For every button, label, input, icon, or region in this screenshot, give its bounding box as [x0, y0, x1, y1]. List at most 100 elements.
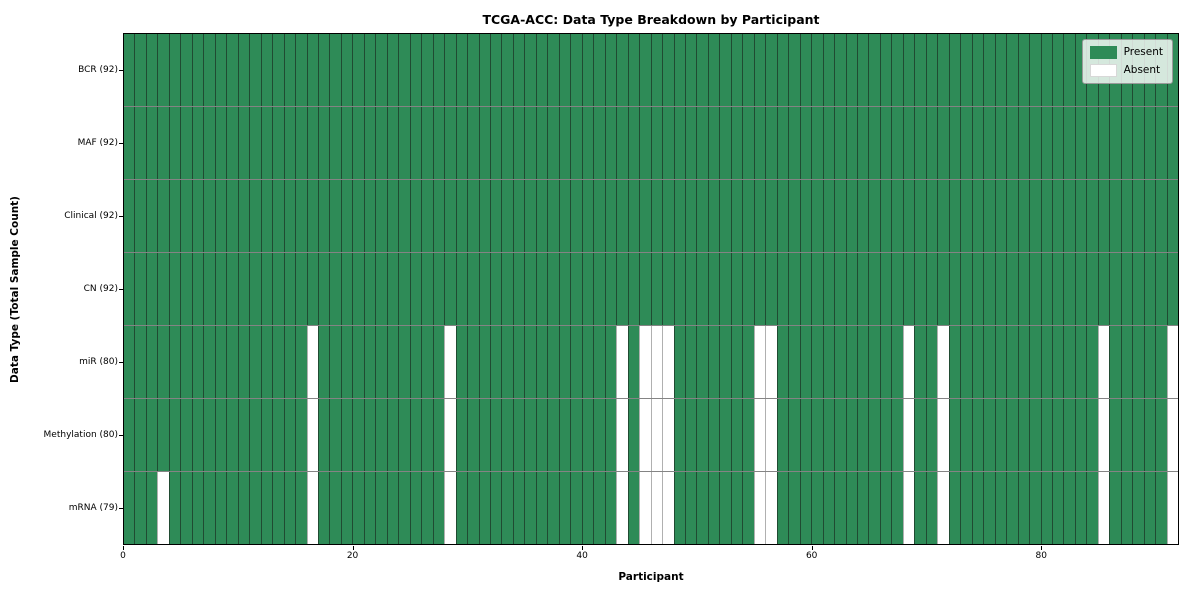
heatmap-cell-present — [857, 180, 869, 252]
heatmap-cell-present — [845, 253, 857, 325]
heatmap-cell-present — [719, 472, 731, 544]
heatmap-cell-present — [467, 107, 479, 179]
heatmap-cell-present — [134, 107, 146, 179]
heatmap-cell-present — [1143, 180, 1156, 252]
heatmap-cell-present — [593, 107, 605, 179]
heatmap-cell-present — [776, 180, 789, 252]
heatmap-cell-present — [971, 399, 984, 471]
heatmap-cell-present — [857, 472, 869, 544]
heatmap-cell-present — [214, 180, 227, 252]
heatmap-cell-present — [237, 399, 250, 471]
heatmap-cell-present — [627, 472, 640, 544]
heatmap-cell-present — [375, 180, 387, 252]
chart-title: TCGA-ACC: Data Type Breakdown by Partici… — [482, 12, 820, 27]
x-tick-label: 60 — [805, 551, 818, 561]
heatmap-cell-present — [971, 253, 984, 325]
heatmap-cell-present — [730, 180, 743, 252]
heatmap-cell-absent — [616, 326, 628, 398]
heatmap-cell-present — [570, 107, 582, 179]
heatmap-cell-present — [295, 107, 307, 179]
heatmap-cell-present — [891, 180, 903, 252]
heatmap-cell-present — [237, 34, 250, 106]
heatmap-cell-absent — [1097, 399, 1110, 471]
heatmap-cell-present — [124, 472, 135, 544]
x-tick-mark — [811, 546, 813, 550]
heatmap-cell-present — [1051, 253, 1064, 325]
heatmap-cell-present — [1040, 107, 1052, 179]
heatmap-cell-present — [168, 472, 181, 544]
heatmap-cell-present — [650, 107, 663, 179]
heatmap-cell-present — [168, 34, 181, 106]
heatmap-cell-present — [639, 34, 651, 106]
heatmap-cell-present — [478, 472, 490, 544]
heatmap-cell-present — [455, 326, 468, 398]
heatmap-cell-present — [145, 107, 158, 179]
heatmap-cell-present — [1109, 180, 1121, 252]
heatmap-cell-present — [1040, 326, 1052, 398]
heatmap-cell-present — [124, 34, 135, 106]
heatmap-cell-present — [375, 472, 387, 544]
heatmap-cell-present — [455, 253, 468, 325]
heatmap-cell-present — [478, 399, 490, 471]
heatmap-cell-present — [467, 472, 479, 544]
heatmap-cell-absent — [753, 399, 766, 471]
heatmap-cell-absent — [157, 472, 169, 544]
heatmap-cell-present — [501, 472, 513, 544]
heatmap-cell-present — [616, 107, 628, 179]
heatmap-cell-present — [386, 326, 399, 398]
y-tick-mark — [119, 289, 123, 290]
heatmap-cell-present — [639, 180, 651, 252]
heatmap-cell-present — [1063, 107, 1075, 179]
heatmap-cell-present — [237, 472, 250, 544]
plot-grid — [124, 34, 1179, 544]
heatmap-cell-present — [937, 180, 949, 252]
heatmap-cell-present — [524, 399, 536, 471]
heatmap-cell-present — [134, 253, 146, 325]
heatmap-cell-present — [1063, 253, 1075, 325]
legend-label-absent: Absent — [1123, 64, 1161, 76]
heatmap-cell-present — [994, 34, 1007, 106]
heatmap-cell-present — [914, 107, 926, 179]
heatmap-cell-present — [811, 180, 823, 252]
heatmap-cell-present — [524, 326, 536, 398]
heatmap-cell-present — [925, 326, 938, 398]
heatmap-cell-present — [1166, 107, 1179, 179]
heatmap-cell-present — [696, 399, 708, 471]
heatmap-cell-present — [409, 107, 422, 179]
heatmap-cell-present — [317, 107, 330, 179]
heatmap-cell-present — [191, 34, 204, 106]
heatmap-cell-present — [340, 107, 353, 179]
heatmap-cell-present — [490, 180, 502, 252]
heatmap-cell-present — [673, 180, 685, 252]
heatmap-cell-present — [799, 399, 812, 471]
heatmap-cell-present — [1063, 399, 1075, 471]
heatmap-cell-present — [512, 399, 525, 471]
heatmap-cell-present — [662, 253, 674, 325]
heatmap-cell-present — [639, 107, 651, 179]
y-tick-label: MAF (92) — [77, 137, 118, 148]
heatmap-cell-present — [558, 253, 571, 325]
heatmap-cell-present — [386, 472, 399, 544]
heatmap-cell-present — [902, 180, 915, 252]
heatmap-cell-present — [1120, 399, 1133, 471]
heatmap-cell-present — [639, 253, 651, 325]
heatmap-cell-absent — [902, 399, 915, 471]
heatmap-cell-present — [1166, 253, 1179, 325]
heatmap-cell-present — [191, 399, 204, 471]
heatmap-cell-present — [845, 326, 857, 398]
heatmap-cell-present — [226, 399, 238, 471]
heatmap-cell-present — [260, 34, 273, 106]
heatmap-cell-present — [524, 472, 536, 544]
heatmap-cell-present — [604, 253, 617, 325]
heatmap-cell-present — [845, 472, 857, 544]
heatmap-cell-present — [317, 253, 330, 325]
heatmap-cell-present — [363, 107, 376, 179]
heatmap-cell-present — [696, 107, 708, 179]
x-axis-title: Participant — [618, 571, 684, 583]
heatmap-cell-present — [811, 34, 823, 106]
heatmap-cell-present — [994, 326, 1007, 398]
heatmap-cell-present — [868, 34, 880, 106]
legend-item-absent: Absent — [1089, 64, 1163, 77]
heatmap-cell-present — [1006, 326, 1018, 398]
heatmap-cell-absent — [306, 472, 318, 544]
